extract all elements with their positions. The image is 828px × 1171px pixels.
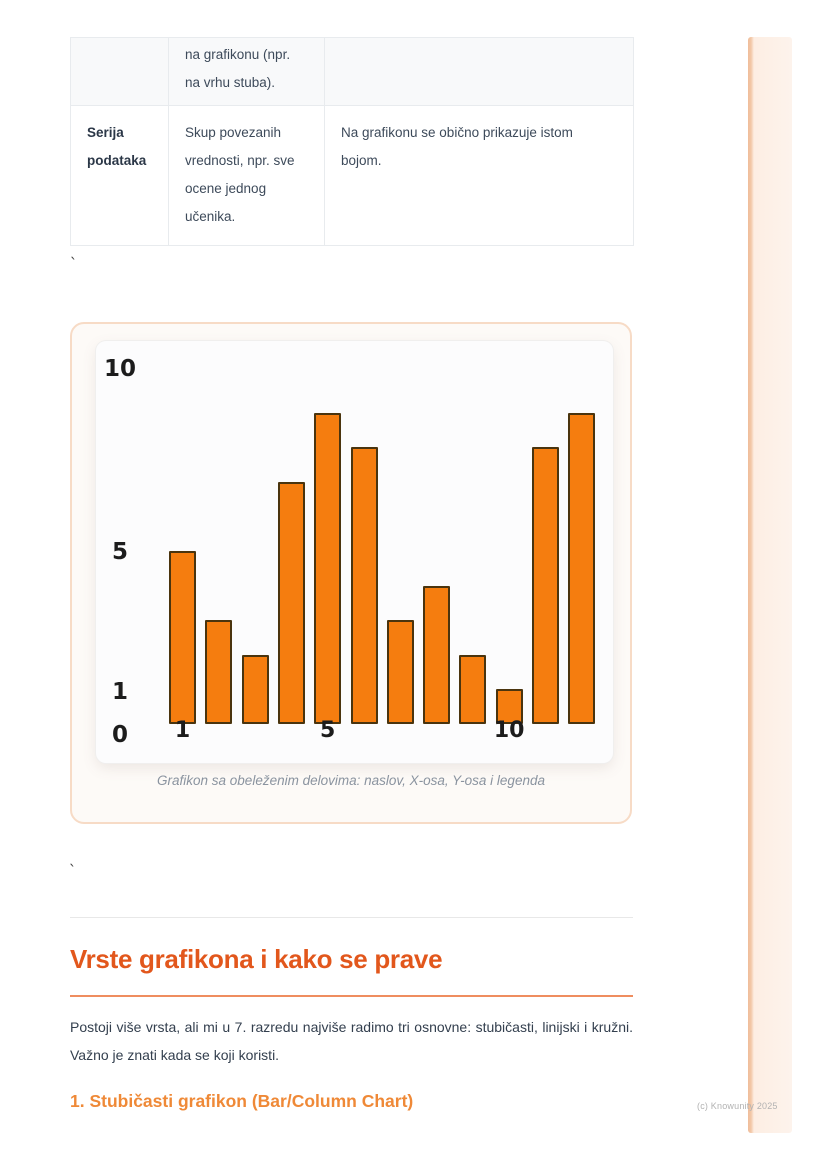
table-cell-term — [70, 37, 169, 106]
table-cell-term: Serija podataka — [70, 105, 169, 246]
chart-caption: Grafikon sa obeleženim delovima: naslov,… — [157, 773, 545, 788]
body-paragraph: Postoji više vrsta, ali mi u 7. razredu … — [70, 1019, 633, 1063]
x-axis-tick-label: 1 — [174, 718, 191, 743]
subsection-heading: 1. Stubičasti grafikon (Bar/Column Chart… — [70, 1091, 414, 1111]
bar — [241, 654, 269, 724]
y-axis-tick-label: 1 — [111, 679, 128, 705]
stray-backtick: ` — [69, 255, 79, 273]
bar — [532, 447, 559, 724]
bar — [277, 481, 305, 724]
table-row: Serija podataka Skup povezanih vrednosti… — [70, 105, 634, 246]
y-axis-tick-label: 5 — [111, 539, 128, 565]
section-heading: Vrste grafikona i kako se prave — [70, 944, 443, 974]
definitions-table: na grafikonu (npr. na vrhu stuba). Serij… — [70, 37, 634, 246]
bar — [314, 412, 342, 724]
table-cell-note — [324, 37, 634, 106]
y-axis-tick-label: 10 — [103, 356, 136, 382]
bar — [205, 620, 233, 724]
table-cell-note: Na grafikonu se obično prikazuje istom b… — [324, 105, 634, 246]
table-row: na grafikonu (npr. na vrhu stuba). — [70, 37, 634, 106]
x-axis-tick-label: 5 — [320, 718, 336, 743]
bar — [495, 689, 523, 724]
table-cell-definition: Skup povezanih vrednosti, npr. sve ocene… — [168, 105, 325, 246]
bar — [350, 447, 378, 724]
chart-panel: 10 5 1 0 1 5 10 Grafikon sa obeleženim delovim… — [70, 322, 632, 824]
bar-chart: 10 5 1 0 1 5 10 — [96, 341, 613, 763]
bar — [568, 412, 596, 724]
bar — [423, 585, 451, 724]
bar — [459, 654, 487, 724]
section-divider — [70, 917, 633, 918]
bar — [169, 551, 196, 724]
stray-backtick: ` — [68, 862, 78, 880]
table-cell-definition: na grafikonu (npr. na vrhu stuba). — [168, 37, 325, 106]
y-axis-tick-label: 0 — [111, 722, 128, 748]
bar — [386, 620, 414, 724]
bar-plot: 10 5 1 0 1 5 10 — [96, 341, 613, 763]
heading-underline — [70, 995, 633, 997]
watermark: (c) Knowunity 2025 — [697, 1101, 778, 1111]
decorative-right-stripe — [748, 37, 792, 1133]
x-axis-tick-label: 10 — [493, 718, 525, 743]
